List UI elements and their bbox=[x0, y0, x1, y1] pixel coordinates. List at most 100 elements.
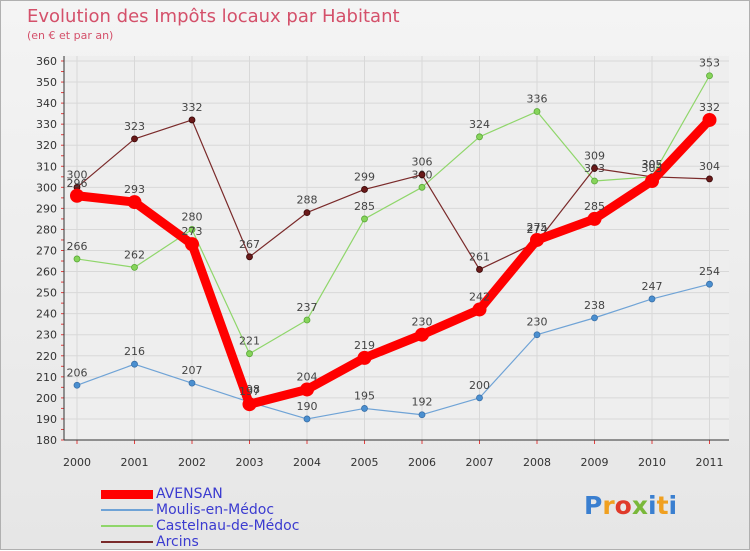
data-label-arcins: 299 bbox=[354, 170, 375, 183]
data-label-arcins: 309 bbox=[584, 149, 605, 162]
legend-swatch bbox=[101, 489, 153, 499]
x-tick-label: 2002 bbox=[178, 456, 206, 469]
legend-label: Arcins bbox=[156, 534, 199, 550]
data-label-castelnau: 266 bbox=[67, 240, 88, 253]
series-line-avensan bbox=[72, 115, 714, 409]
data-label-avensan: 275 bbox=[527, 221, 548, 234]
data-point-moulis bbox=[73, 381, 81, 389]
x-tick-label: 2008 bbox=[523, 456, 551, 469]
data-label-moulis: 190 bbox=[297, 400, 318, 413]
data-point-moulis bbox=[361, 405, 368, 412]
chart-title: Evolution des Impôts locaux par Habitant bbox=[27, 6, 400, 27]
y-tick-label: 340 bbox=[36, 97, 57, 110]
data-label-avensan: 296 bbox=[67, 177, 88, 190]
data-point-avensan bbox=[357, 350, 372, 365]
legend-swatch bbox=[101, 509, 153, 511]
data-label-arcins: 305 bbox=[642, 158, 663, 171]
y-tick-label: 240 bbox=[36, 308, 57, 321]
data-point-arcins bbox=[418, 171, 426, 179]
data-point-moulis bbox=[476, 394, 483, 402]
x-tick-label: 2009 bbox=[581, 456, 609, 469]
data-label-castelnau: 324 bbox=[469, 118, 490, 131]
data-point-avensan bbox=[702, 112, 717, 127]
data-point-arcins bbox=[706, 175, 713, 183]
y-tick-label: 190 bbox=[36, 413, 57, 426]
data-point-avensan bbox=[530, 232, 544, 247]
data-point-arcins bbox=[246, 253, 253, 261]
data-label-avensan: 204 bbox=[297, 370, 318, 383]
data-point-moulis bbox=[303, 415, 311, 423]
y-tick-label: 300 bbox=[36, 181, 57, 194]
series-line-arcins bbox=[76, 119, 711, 271]
legend-item: Arcins bbox=[101, 534, 361, 550]
data-point-arcins bbox=[476, 266, 483, 273]
data-point-castelnau bbox=[533, 108, 541, 115]
data-label-avensan: 303 bbox=[642, 162, 663, 175]
data-point-arcins bbox=[131, 135, 138, 143]
x-tick-label: 2001 bbox=[121, 456, 149, 469]
y-tick-label: 330 bbox=[36, 118, 57, 131]
data-label-moulis: 238 bbox=[584, 299, 605, 312]
data-label-avensan: 242 bbox=[469, 290, 490, 303]
legend-item: Moulis-en-Médoc bbox=[101, 502, 361, 518]
data-point-arcins bbox=[188, 116, 196, 124]
data-point-avensan bbox=[645, 174, 659, 189]
data-point-castelnau bbox=[361, 215, 368, 223]
data-point-castelnau bbox=[418, 183, 426, 191]
data-label-castelnau: 262 bbox=[124, 248, 145, 261]
data-label-moulis: 200 bbox=[469, 379, 490, 392]
data-label-castelnau: 285 bbox=[354, 200, 375, 213]
data-point-avensan bbox=[472, 302, 487, 317]
data-label-avensan: 230 bbox=[412, 316, 433, 329]
y-tick-label: 280 bbox=[36, 223, 57, 236]
data-point-avensan bbox=[242, 397, 257, 412]
y-tick-label: 310 bbox=[36, 160, 57, 173]
legend-item: AVENSAN bbox=[101, 486, 361, 502]
data-label-moulis: 247 bbox=[642, 280, 663, 293]
data-point-avensan bbox=[415, 327, 429, 342]
y-tick-label: 260 bbox=[36, 266, 57, 279]
data-point-castelnau bbox=[246, 350, 253, 358]
y-tick-label: 350 bbox=[36, 76, 57, 89]
y-tick-label: 230 bbox=[36, 329, 57, 342]
proxiti-logo: Proxiti bbox=[584, 491, 678, 520]
x-tick-label: 2003 bbox=[236, 456, 264, 469]
data-point-avensan bbox=[70, 188, 84, 203]
y-tick-label: 220 bbox=[36, 350, 57, 363]
x-tick-label: 2007 bbox=[466, 456, 494, 469]
legend-swatch bbox=[101, 525, 153, 527]
y-tick-label: 290 bbox=[36, 202, 57, 215]
data-label-arcins: 304 bbox=[699, 160, 720, 173]
data-label-arcins: 306 bbox=[412, 156, 433, 169]
y-tick-label: 270 bbox=[36, 245, 57, 258]
legend-label: Moulis-en-Médoc bbox=[156, 502, 275, 518]
y-tick-label: 200 bbox=[36, 392, 57, 405]
data-point-castelnau bbox=[706, 72, 713, 80]
data-label-moulis: 216 bbox=[124, 345, 145, 358]
legend: AVENSAN Moulis-en-Médoc Castelnau-de-Médoc… bbox=[101, 486, 361, 550]
data-point-castelnau bbox=[73, 255, 81, 263]
data-label-moulis: 254 bbox=[699, 265, 720, 278]
data-label-arcins: 288 bbox=[297, 194, 318, 207]
data-label-moulis: 195 bbox=[354, 389, 375, 402]
x-tick-label: 2011 bbox=[696, 456, 724, 469]
data-label-avensan: 219 bbox=[354, 339, 375, 352]
data-point-castelnau bbox=[303, 316, 311, 324]
data-label-arcins: 267 bbox=[239, 238, 260, 251]
data-point-arcins bbox=[361, 186, 368, 193]
data-label-arcins: 261 bbox=[469, 250, 490, 263]
data-label-arcins: 323 bbox=[124, 120, 145, 133]
y-tick-label: 250 bbox=[36, 287, 57, 300]
y-tick-label: 180 bbox=[36, 434, 57, 447]
data-point-castelnau bbox=[591, 177, 598, 185]
data-label-avensan: 293 bbox=[124, 183, 145, 196]
data-label-avensan: 273 bbox=[182, 225, 203, 238]
data-label-avensan: 197 bbox=[239, 385, 260, 398]
x-tick-label: 2006 bbox=[408, 456, 436, 469]
x-tick-label: 2004 bbox=[293, 456, 321, 469]
data-point-avensan bbox=[127, 195, 142, 210]
data-label-moulis: 192 bbox=[412, 396, 433, 409]
legend-swatch bbox=[101, 541, 153, 543]
x-tick-label: 2000 bbox=[63, 456, 91, 469]
